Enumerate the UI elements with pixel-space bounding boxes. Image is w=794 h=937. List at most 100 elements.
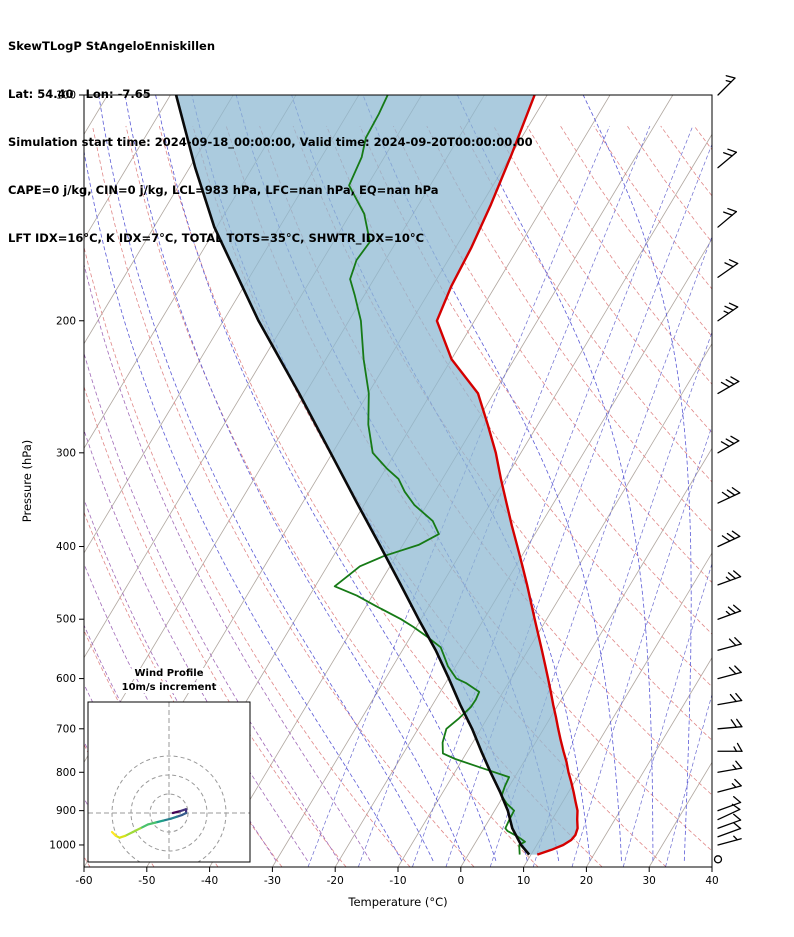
moist-adiabat-line xyxy=(155,95,497,862)
isotherm-line xyxy=(334,238,712,867)
moist-adiabat-line xyxy=(84,352,340,862)
wind-barb-staff xyxy=(717,440,740,454)
wind-barb-full xyxy=(726,489,736,496)
isotherm-line xyxy=(272,133,712,867)
dry-adiabat-line xyxy=(84,245,411,867)
chart-title: SkewTLogP StAngeloEnniskillen xyxy=(8,39,215,53)
wind-barb-staff xyxy=(717,827,742,838)
wind-barb-full xyxy=(734,665,742,674)
wind-barb-half xyxy=(731,783,737,788)
wind-barb-full xyxy=(723,211,733,216)
wind-barb-full xyxy=(725,438,735,445)
pressure-tick-label: 1000 xyxy=(49,839,76,851)
mixing-ratio-line xyxy=(571,425,712,867)
wind-barb-full xyxy=(734,637,742,645)
wind-barb-half xyxy=(723,310,730,314)
wind-barb-full xyxy=(727,572,737,580)
mixing-ratio-line xyxy=(412,125,694,867)
dry-adiabat-line xyxy=(593,125,712,290)
temperature-tick-label: 0 xyxy=(457,875,464,887)
dry-adiabat-line xyxy=(392,125,712,584)
profiles xyxy=(174,95,579,856)
calm-wind-marker xyxy=(713,855,723,864)
hodograph-border xyxy=(87,701,251,863)
wind-barb-staff xyxy=(717,306,739,322)
wind-barb-full xyxy=(727,606,737,614)
moist-adiabat-line xyxy=(84,148,403,862)
wind-barb-staff xyxy=(717,699,743,706)
wind-barb-full xyxy=(725,75,736,79)
wind-barb-full xyxy=(727,207,738,213)
pressure-tick-label: 800 xyxy=(56,767,76,779)
wind-barb-full xyxy=(720,381,730,388)
dry-adiabat-line xyxy=(526,125,712,385)
dry-adiabat-line xyxy=(125,125,539,867)
moist-adiabat-line xyxy=(124,95,465,862)
hodograph-trace-segment xyxy=(154,819,165,824)
wind-barb-staff xyxy=(717,801,742,812)
hodograph-trace-segment xyxy=(139,823,150,830)
wind-barb-staff xyxy=(717,671,742,680)
wind-barb-full xyxy=(725,379,735,385)
wind-barb-full xyxy=(726,532,736,540)
wind-barb-full xyxy=(733,570,742,578)
pressure-tick-label: 600 xyxy=(56,673,76,685)
temperature-tick-label: -40 xyxy=(201,875,218,887)
wind-barb-staff xyxy=(717,151,738,169)
wind-barb-half xyxy=(733,835,738,841)
moist-adiabat-line xyxy=(98,95,434,862)
wind-barb-full xyxy=(729,693,737,703)
isotherm-line xyxy=(586,656,712,867)
wind-barb-full xyxy=(721,491,731,499)
dry-adiabat-line xyxy=(84,385,347,867)
temperature-tick-label: 20 xyxy=(580,875,593,887)
dry-adiabat-line xyxy=(92,125,475,867)
wind-barb-full xyxy=(727,148,738,153)
dry-adiabat-line xyxy=(626,125,712,243)
moist-adiabat-line xyxy=(84,429,308,862)
wind-barb-staff xyxy=(717,808,741,821)
wind-barbs xyxy=(713,75,743,864)
temperature-tick-label: -60 xyxy=(75,875,92,887)
temperature-tick-label: -30 xyxy=(264,875,281,887)
wind-barb-full xyxy=(731,487,741,494)
wind-barb-full xyxy=(728,259,739,265)
isotherm-line xyxy=(84,95,234,345)
pressure-tick-label: 200 xyxy=(56,315,76,327)
wind-barb-full xyxy=(735,760,743,769)
chart-header: SkewTLogP StAngeloEnniskillen Lat: 54.40… xyxy=(8,6,533,262)
dry-adiabat-line xyxy=(693,125,712,151)
hodograph-subtitle: 10m/s increment xyxy=(118,682,220,693)
wind-barb-staff xyxy=(717,767,743,773)
wind-barb-full xyxy=(735,692,743,702)
wind-barb-full xyxy=(733,822,742,830)
isotherm-line xyxy=(523,552,712,867)
hodograph-trace-segment xyxy=(124,830,134,837)
parcel-curve xyxy=(174,95,531,856)
wind-barb-full xyxy=(733,796,742,804)
mixing-ratio-line xyxy=(532,331,712,867)
hodograph-trace-segment xyxy=(110,830,117,837)
wind-barb-staff xyxy=(717,210,738,228)
dry-adiabat-line xyxy=(459,125,712,483)
pressure-tick-label: 500 xyxy=(56,614,76,626)
wind-barb-half xyxy=(733,746,738,752)
wind-barb-staff xyxy=(717,492,741,504)
wind-barb-full xyxy=(730,719,738,728)
hodograph-ring xyxy=(111,755,227,862)
wind-barb-staff xyxy=(717,262,739,278)
wind-barb-full xyxy=(733,813,742,821)
wind-barb-full xyxy=(724,305,734,311)
indices-line: LFT IDX=16°C, K IDX=7°C, TOTAL TOTS=35°C… xyxy=(8,231,425,245)
wind-barb-staff xyxy=(717,380,740,395)
hodograph-title: Wind Profile xyxy=(131,668,207,679)
wind-barb-full xyxy=(731,530,741,538)
wind-barb-staff xyxy=(717,726,743,730)
wind-barb-full xyxy=(721,535,731,542)
cape-shading xyxy=(176,95,578,855)
hodograph-trace-segment xyxy=(162,817,172,822)
wind-barb-staff xyxy=(717,77,736,96)
